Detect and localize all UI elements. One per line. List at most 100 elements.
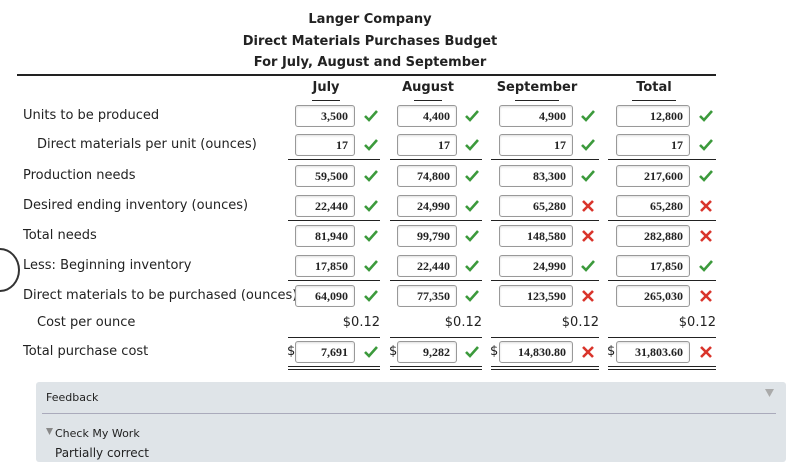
- input-box[interactable]: 17,850: [616, 255, 690, 277]
- check-icon: [699, 110, 713, 122]
- input-box[interactable]: 17: [499, 134, 573, 156]
- row-label: Production needs: [23, 168, 136, 183]
- input-box[interactable]: 4,400: [397, 105, 457, 127]
- check-icon: [364, 260, 378, 272]
- rule: [288, 220, 380, 221]
- cell-text: $0.12: [342, 315, 380, 330]
- input-box[interactable]: 24,990: [499, 255, 573, 277]
- header-underline: [414, 100, 442, 101]
- column-header: Total: [636, 80, 672, 95]
- rule: [491, 366, 599, 367]
- check-icon: [364, 200, 378, 212]
- divider: [42, 413, 776, 414]
- x-icon: [582, 200, 594, 212]
- x-icon: [700, 230, 712, 242]
- cell-text: $0.12: [678, 315, 716, 330]
- side-tab[interactable]: [0, 248, 20, 292]
- input-box[interactable]: 17: [616, 134, 690, 156]
- input-box[interactable]: 59,500: [295, 165, 355, 187]
- x-icon: [700, 200, 712, 212]
- cell-text: $0.12: [561, 315, 599, 330]
- input-box[interactable]: 22,440: [397, 255, 457, 277]
- input-box[interactable]: 4,900: [499, 105, 573, 127]
- check-icon: [581, 260, 595, 272]
- input-box[interactable]: 7,691: [295, 341, 355, 363]
- check-icon: [581, 139, 595, 151]
- check-icon: [581, 110, 595, 122]
- row-label: Total needs: [23, 228, 97, 243]
- column-header: August: [402, 80, 454, 95]
- input-box[interactable]: 9,282: [397, 341, 457, 363]
- input-box[interactable]: 74,800: [397, 165, 457, 187]
- header-underline: [632, 100, 676, 101]
- input-box[interactable]: 31,803.60: [616, 341, 690, 363]
- input-box[interactable]: 24,990: [397, 195, 457, 217]
- input-box[interactable]: 99,790: [397, 225, 457, 247]
- check-icon: [581, 170, 595, 182]
- rule: [390, 369, 482, 370]
- input-box[interactable]: 83,300: [499, 165, 573, 187]
- input-box[interactable]: 64,090: [295, 285, 355, 307]
- input-box[interactable]: 77,350: [397, 285, 457, 307]
- input-box[interactable]: 17: [295, 134, 355, 156]
- input-box[interactable]: 123,590: [499, 285, 573, 307]
- currency-symbol: $: [389, 344, 398, 359]
- input-box[interactable]: 14,830.80: [499, 341, 573, 363]
- column-header: July: [312, 80, 340, 95]
- check-icon: [465, 200, 479, 212]
- rule: [608, 220, 716, 221]
- input-box[interactable]: 65,280: [499, 195, 573, 217]
- check-icon: [699, 170, 713, 182]
- check-icon: [465, 139, 479, 151]
- check-icon: [465, 170, 479, 182]
- input-box[interactable]: 17,850: [295, 255, 355, 277]
- rule: [390, 280, 482, 281]
- feedback-panel: Feedback Check My Work Partially correct: [36, 382, 786, 462]
- x-icon: [582, 290, 594, 302]
- row-label: Cost per ounce: [37, 315, 136, 330]
- input-box[interactable]: 3,500: [295, 105, 355, 127]
- page: Langer Company Direct Materials Purchase…: [0, 12, 786, 462]
- check-icon: [699, 139, 713, 151]
- rule: [288, 159, 380, 160]
- rule: [608, 159, 716, 160]
- input-box[interactable]: 22,440: [295, 195, 355, 217]
- check-icon: [465, 290, 479, 302]
- input-box[interactable]: 65,280: [616, 195, 690, 217]
- rule: [608, 337, 716, 338]
- period: For July, August and September: [253, 55, 487, 70]
- column-header: September: [496, 80, 578, 95]
- check-icon: [465, 346, 479, 358]
- check-icon: [364, 290, 378, 302]
- header-underline: [515, 100, 559, 101]
- check-icon: [364, 230, 378, 242]
- expand-icon[interactable]: [46, 428, 54, 435]
- check-my-work[interactable]: Check My Work: [55, 427, 140, 440]
- rule: [288, 366, 380, 367]
- input-box[interactable]: 148,580: [499, 225, 573, 247]
- rule: [288, 280, 380, 281]
- input-box[interactable]: 217,600: [616, 165, 690, 187]
- currency-symbol: $: [490, 344, 499, 359]
- check-icon: [364, 346, 378, 358]
- input-box[interactable]: 81,940: [295, 225, 355, 247]
- rule: [608, 369, 716, 370]
- row-label: Less: Beginning inventory: [23, 258, 192, 273]
- rule: [491, 159, 599, 160]
- rule: [288, 337, 380, 338]
- row-label: Desired ending inventory (ounces): [23, 198, 249, 213]
- input-box[interactable]: 282,880: [616, 225, 690, 247]
- x-icon: [700, 290, 712, 302]
- input-box[interactable]: 265,030: [616, 285, 690, 307]
- input-box[interactable]: 17: [397, 134, 457, 156]
- result: Partially correct: [55, 446, 149, 460]
- check-icon: [699, 260, 713, 272]
- input-box[interactable]: 12,800: [616, 105, 690, 127]
- rule: [608, 366, 716, 367]
- collapse-icon[interactable]: [765, 389, 775, 397]
- rule: [491, 280, 599, 281]
- rule: [491, 337, 599, 338]
- row-label: Units to be produced: [23, 108, 160, 123]
- subtitle: Direct Materials Purchases Budget: [242, 34, 498, 49]
- header-underline: [312, 100, 340, 101]
